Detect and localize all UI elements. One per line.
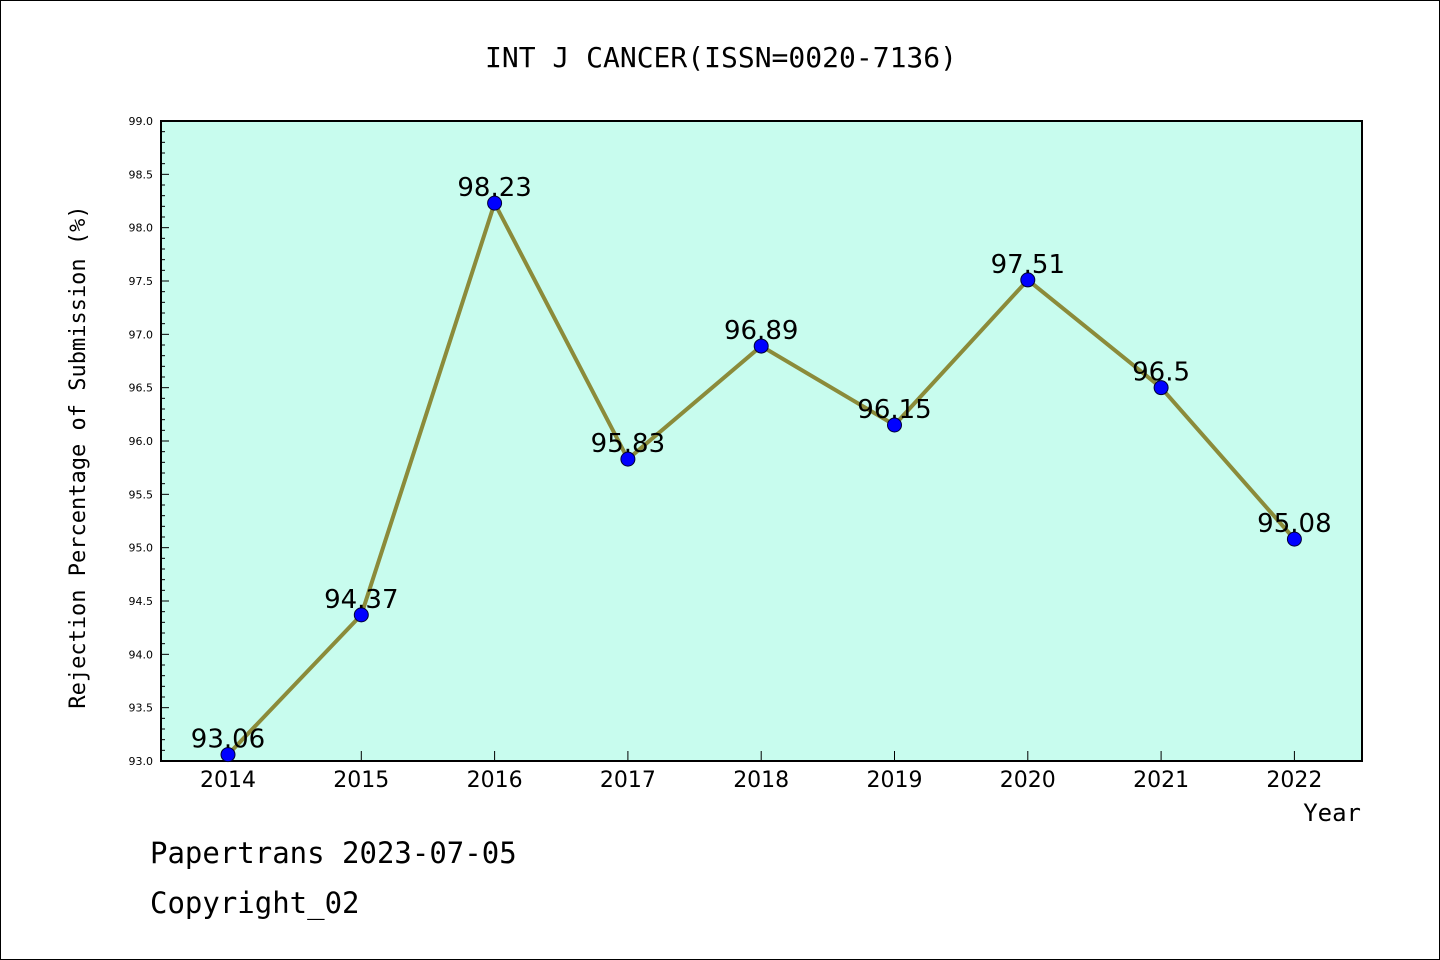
y-tick-label: 99.0 <box>129 115 154 128</box>
footer-copyright: Copyright_02 <box>150 886 360 920</box>
y-tick-label: 95.5 <box>129 488 154 501</box>
data-label: 95.08 <box>1257 509 1331 539</box>
data-point <box>1286 531 1302 547</box>
data-label: 96.15 <box>857 395 931 425</box>
y-tick-label: 98.5 <box>129 168 154 181</box>
y-tick-label: 93.0 <box>129 755 154 768</box>
x-tick-label: 2020 <box>1000 768 1056 793</box>
x-tick-label: 2016 <box>467 768 523 793</box>
x-tick-label: 2018 <box>733 768 789 793</box>
y-tick-label: 96.5 <box>129 382 154 395</box>
data-label: 94.37 <box>324 585 398 615</box>
data-point <box>753 338 769 354</box>
x-axis-label: Year <box>1303 799 1361 827</box>
x-axis: 2014 2015 2016 2017 2018 2019 2020 2021 2022 <box>200 751 1322 793</box>
data-labels: 93.06 94.37 98.23 95.83 96.89 96.15 97.51 96.5 9… <box>191 173 1332 754</box>
x-tick-label: 2022 <box>1266 768 1322 793</box>
plot-area <box>160 120 1363 762</box>
y-tick-label: 97.0 <box>129 328 154 341</box>
data-point <box>1020 272 1036 288</box>
y-tick-label: 94.5 <box>129 595 154 608</box>
data-label: 95.83 <box>591 429 665 459</box>
y-tick-label: 93.5 <box>129 702 154 715</box>
y-tick-label: 94.0 <box>129 648 154 661</box>
y-tick-label: 96.0 <box>129 435 154 448</box>
data-label: 96.5 <box>1132 358 1190 388</box>
data-point <box>220 747 236 763</box>
y-axis-label: Rejection Percentage of Submission (%) <box>66 205 91 708</box>
footer-date: Papertrans 2023-07-05 <box>150 836 517 870</box>
data-points <box>220 195 1302 763</box>
y-tick-label: 97.5 <box>129 275 154 288</box>
x-tick-label: 2021 <box>1133 768 1189 793</box>
data-point <box>353 607 369 623</box>
data-point <box>887 417 902 433</box>
data-label: 98.23 <box>457 173 531 203</box>
data-point <box>487 195 503 211</box>
data-point <box>620 451 636 467</box>
x-tick-label: 2014 <box>200 768 256 793</box>
y-tick-label: 98.0 <box>129 222 154 235</box>
data-label: 97.51 <box>991 250 1065 280</box>
chart-title: INT J CANCER(ISSN=0020-7136) <box>485 41 957 74</box>
x-tick-label: 2019 <box>867 768 923 793</box>
data-label: 96.89 <box>724 316 798 346</box>
x-tick-label: 2015 <box>333 768 389 793</box>
data-point <box>1153 380 1169 396</box>
y-axis: 93.0 93.5 94.0 94.5 95.0 95.5 96.0 96.5 97.0 97.5… <box>129 115 169 768</box>
y-tick-label: 95.0 <box>129 542 154 555</box>
x-tick-label: 2017 <box>600 768 656 793</box>
data-label: 93.06 <box>191 725 265 755</box>
